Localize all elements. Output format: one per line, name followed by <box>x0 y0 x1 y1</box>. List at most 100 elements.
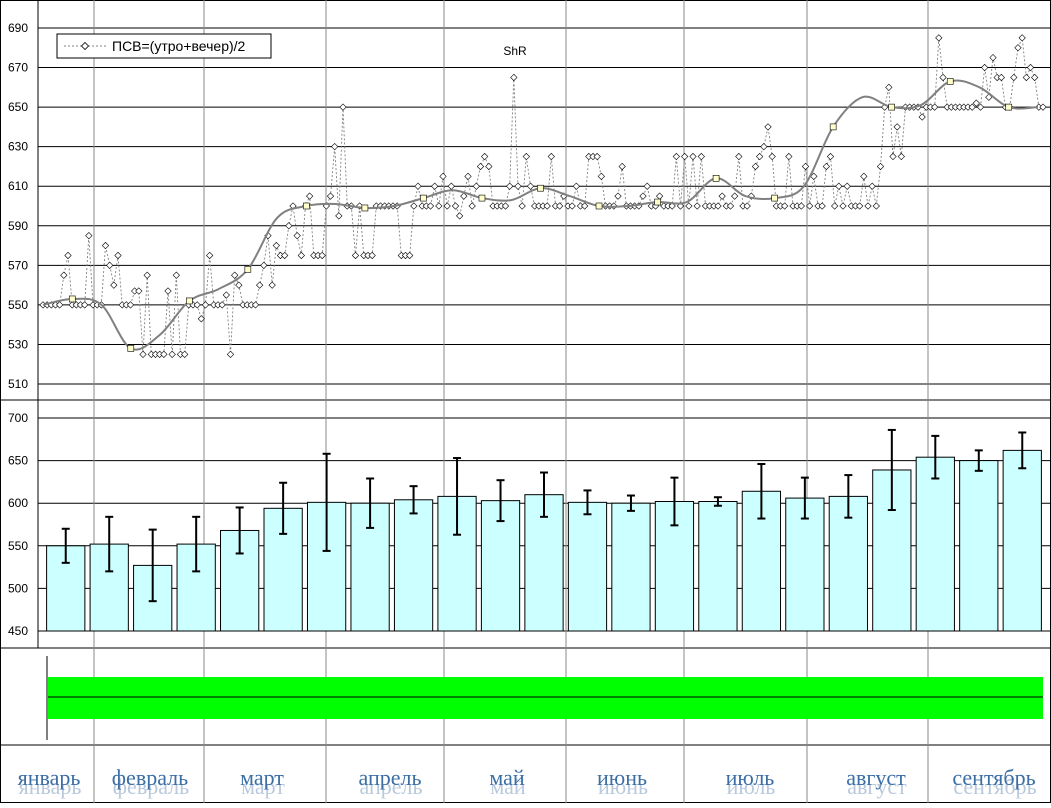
trend-marker <box>420 194 427 202</box>
data-point <box>556 202 564 210</box>
data-point <box>989 54 997 62</box>
data-point <box>526 182 535 190</box>
data-point <box>435 202 443 210</box>
data-point <box>431 182 439 190</box>
data-point <box>726 202 735 210</box>
data-point <box>56 301 64 309</box>
data-point <box>226 350 235 358</box>
data-point <box>206 251 214 260</box>
data-point <box>860 172 868 180</box>
data-point <box>106 261 114 269</box>
y-tick-label: 590 <box>8 219 28 233</box>
bar <box>480 500 521 632</box>
data-point <box>643 182 651 190</box>
data-point <box>306 192 314 200</box>
trend-marker <box>888 103 895 111</box>
data-point <box>443 202 451 210</box>
status-panel <box>0 648 1051 803</box>
bar <box>915 456 955 632</box>
data-point <box>731 192 739 200</box>
month-label-shadow: январь <box>19 774 82 799</box>
data-point <box>506 182 514 190</box>
data-point <box>918 113 926 121</box>
data-point <box>797 202 805 210</box>
trend-marker <box>712 175 720 182</box>
data-point <box>481 152 489 161</box>
data-point <box>843 182 851 190</box>
y-tick-label: 700 <box>8 411 28 425</box>
data-point <box>618 162 626 171</box>
trend-marker <box>537 184 544 192</box>
data-point <box>1022 73 1030 82</box>
data-point <box>476 162 485 171</box>
data-point <box>164 287 172 295</box>
data-point <box>172 271 180 279</box>
data-point <box>181 350 189 358</box>
month-label-shadow: сентябрь <box>953 774 1036 799</box>
y-tick-label: 550 <box>8 298 28 312</box>
legend-label: ПСВ=(утро+вечер)/2 <box>112 38 246 54</box>
data-point <box>193 301 201 309</box>
data-point <box>597 172 605 180</box>
data-point <box>972 99 980 107</box>
data-point <box>351 251 360 260</box>
data-point <box>218 301 226 309</box>
data-point <box>143 271 151 279</box>
data-point <box>1010 73 1018 82</box>
y-tick-label: 530 <box>8 337 28 351</box>
data-point <box>126 301 135 309</box>
data-point <box>831 202 839 210</box>
trend-marker <box>478 194 486 202</box>
data-point <box>64 251 72 260</box>
y-tick-label: 650 <box>8 100 28 114</box>
data-point <box>547 152 555 161</box>
month-label: июль <box>726 765 775 790</box>
data-point <box>935 34 943 42</box>
data-point <box>518 202 526 210</box>
data-point <box>876 162 885 171</box>
y-tick-label: 650 <box>8 454 28 468</box>
trend-marker <box>361 204 369 212</box>
month-label: сентябрь <box>952 765 1035 790</box>
y-tick-label: 500 <box>8 581 28 595</box>
data-point <box>639 192 647 200</box>
data-point <box>501 202 510 210</box>
legend: ПСВ=(утро+вечер)/2 <box>56 33 272 59</box>
status-month-gridlines <box>93 648 929 803</box>
data-point <box>514 182 522 190</box>
data-point <box>456 212 464 220</box>
data-point <box>472 182 480 190</box>
data-point <box>110 281 118 289</box>
data-point <box>406 251 414 260</box>
data-point <box>510 73 518 82</box>
month-label: март <box>240 765 284 790</box>
data-point <box>460 192 468 200</box>
data-point <box>339 103 347 111</box>
data-point <box>543 202 551 210</box>
trend-marker <box>654 198 661 206</box>
data-point <box>426 202 435 210</box>
month-label-shadow: апрель <box>359 774 422 799</box>
data-point <box>231 271 239 279</box>
data-point <box>968 103 976 111</box>
data-point <box>1014 44 1022 52</box>
y-tick-label: 600 <box>8 496 28 510</box>
data-point <box>297 251 305 260</box>
month-label: январь <box>18 765 81 790</box>
data-point <box>764 123 772 131</box>
data-point <box>201 301 210 309</box>
data-point <box>897 152 905 161</box>
data-point <box>785 152 793 161</box>
data-point <box>335 212 343 220</box>
data-point <box>464 172 472 180</box>
line-chart-title: ShR <box>503 44 527 58</box>
data-point <box>697 152 705 161</box>
line-month-gridlines <box>93 0 929 400</box>
data-point <box>468 202 476 210</box>
line-series <box>39 34 1047 358</box>
data-point <box>368 251 376 260</box>
data-point <box>756 152 764 161</box>
